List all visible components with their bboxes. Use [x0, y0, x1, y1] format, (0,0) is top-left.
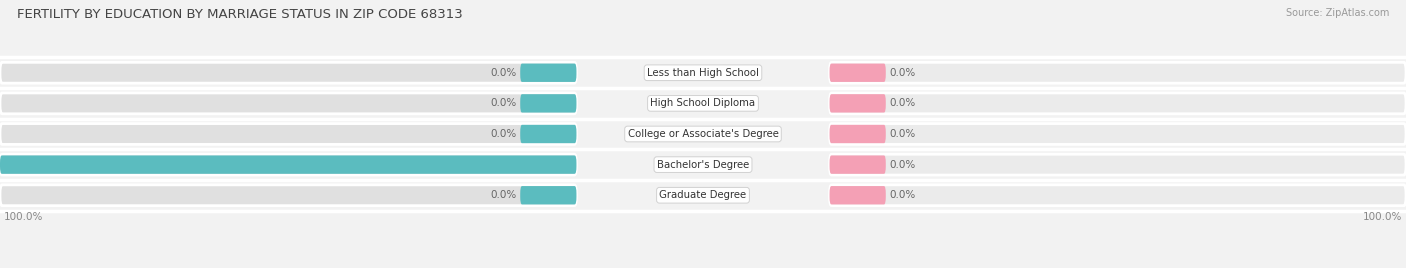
- FancyBboxPatch shape: [830, 154, 1406, 175]
- Text: Bachelor's Degree: Bachelor's Degree: [657, 160, 749, 170]
- FancyBboxPatch shape: [830, 185, 1406, 206]
- FancyBboxPatch shape: [830, 94, 886, 113]
- Text: Less than High School: Less than High School: [647, 68, 759, 78]
- Text: 0.0%: 0.0%: [491, 190, 517, 200]
- FancyBboxPatch shape: [830, 93, 1406, 114]
- Text: 0.0%: 0.0%: [890, 98, 915, 108]
- FancyBboxPatch shape: [520, 125, 576, 143]
- Text: 0.0%: 0.0%: [890, 129, 915, 139]
- Text: 0.0%: 0.0%: [890, 160, 915, 170]
- Text: Graduate Degree: Graduate Degree: [659, 190, 747, 200]
- Text: 0.0%: 0.0%: [890, 68, 915, 78]
- Text: FERTILITY BY EDUCATION BY MARRIAGE STATUS IN ZIP CODE 68313: FERTILITY BY EDUCATION BY MARRIAGE STATU…: [17, 8, 463, 21]
- FancyBboxPatch shape: [0, 185, 576, 206]
- Text: College or Associate's Degree: College or Associate's Degree: [627, 129, 779, 139]
- Text: 0.0%: 0.0%: [890, 190, 915, 200]
- FancyBboxPatch shape: [830, 124, 1406, 144]
- FancyBboxPatch shape: [0, 62, 576, 83]
- Text: 0.0%: 0.0%: [491, 129, 517, 139]
- FancyBboxPatch shape: [830, 125, 886, 143]
- FancyBboxPatch shape: [0, 154, 576, 175]
- FancyBboxPatch shape: [830, 155, 886, 174]
- FancyBboxPatch shape: [520, 94, 576, 113]
- FancyBboxPatch shape: [0, 155, 576, 174]
- FancyBboxPatch shape: [830, 62, 1406, 83]
- FancyBboxPatch shape: [520, 186, 576, 204]
- Text: 100.0%: 100.0%: [1362, 212, 1403, 222]
- Text: 0.0%: 0.0%: [491, 68, 517, 78]
- FancyBboxPatch shape: [0, 124, 576, 144]
- Text: 100.0%: 100.0%: [3, 212, 44, 222]
- FancyBboxPatch shape: [520, 64, 576, 82]
- FancyBboxPatch shape: [830, 186, 886, 204]
- Text: 0.0%: 0.0%: [491, 98, 517, 108]
- Text: Source: ZipAtlas.com: Source: ZipAtlas.com: [1285, 8, 1389, 18]
- FancyBboxPatch shape: [830, 64, 886, 82]
- Text: High School Diploma: High School Diploma: [651, 98, 755, 108]
- FancyBboxPatch shape: [0, 93, 576, 114]
